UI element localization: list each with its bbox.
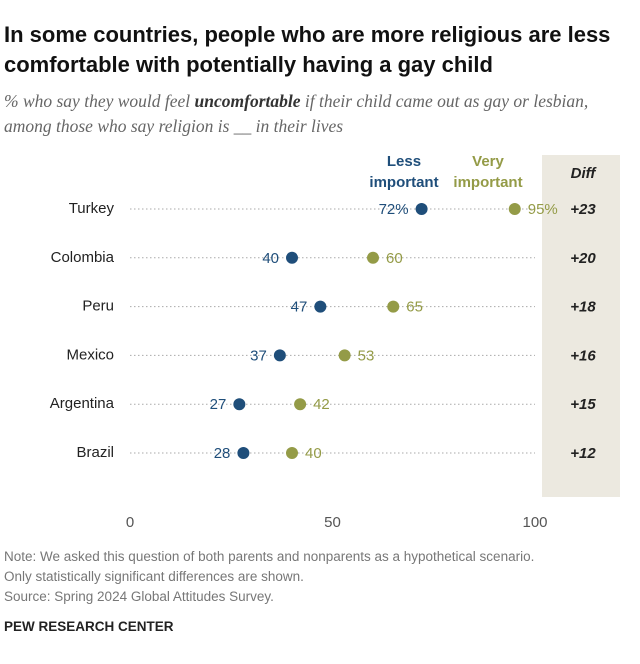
x-tick-label: 50 [324, 514, 341, 531]
legend-entry: Very important [453, 153, 523, 191]
value-label: 95% [528, 201, 558, 218]
dot [233, 398, 246, 411]
value-label: 65 [406, 299, 423, 316]
dot [237, 447, 250, 459]
value-label: 60 [386, 250, 403, 267]
dot [338, 349, 351, 362]
dot [508, 203, 521, 215]
subtitle-text: % who say they would feel [4, 91, 195, 111]
dot [367, 251, 379, 264]
dot [314, 300, 327, 313]
value-label: 47 [291, 299, 308, 316]
diff-value: +23 [570, 201, 596, 218]
note: Note: We asked this question of both par… [4, 549, 535, 564]
value-label: 53 [358, 347, 375, 364]
dot [286, 447, 298, 459]
category-label: Brazil [76, 444, 114, 461]
value-label: 28 [214, 445, 231, 462]
dot [286, 251, 298, 264]
category-label: Turkey [69, 200, 115, 217]
dot [415, 203, 428, 215]
legend-entry: Less important [369, 153, 439, 191]
subtitle-text: if their child came out as gay or lesbia… [4, 91, 589, 136]
diff-value: +15 [570, 396, 596, 413]
note: Only statistically significant differenc… [4, 569, 304, 584]
value-label: 27 [210, 396, 227, 413]
value-label: 40 [305, 445, 322, 462]
x-tick-label: 0 [126, 514, 134, 531]
notes: Note: We asked this question of both par… [4, 547, 534, 607]
diff-column [542, 155, 620, 497]
category-label: Colombia [51, 249, 115, 266]
diff-header: Diff [571, 165, 598, 182]
chart-subtitle: % who say they would feel uncomfortable … [4, 89, 634, 139]
diff-value: +18 [570, 299, 596, 316]
dot [387, 300, 400, 313]
dot [273, 349, 286, 362]
credit: PEW RESEARCH CENTER [4, 619, 174, 634]
value-label: 40 [262, 250, 279, 267]
category-label: Mexico [66, 346, 114, 363]
category-label: Argentina [50, 395, 115, 412]
diff-value: +16 [570, 347, 596, 364]
dot [294, 398, 307, 411]
value-label: 37 [250, 347, 267, 364]
chart-title: In some countries, people who are more r… [4, 22, 611, 77]
subtitle-emphasis: uncomfortable [194, 91, 301, 111]
value-label: 72% [379, 201, 409, 218]
value-label: 42 [313, 396, 330, 413]
category-label: Peru [82, 298, 114, 315]
diff-value: +20 [570, 250, 596, 267]
diff-value: +12 [570, 445, 596, 462]
source: Source: Spring 2024 Global Attitudes Sur… [4, 589, 274, 604]
x-tick-label: 100 [522, 514, 547, 531]
